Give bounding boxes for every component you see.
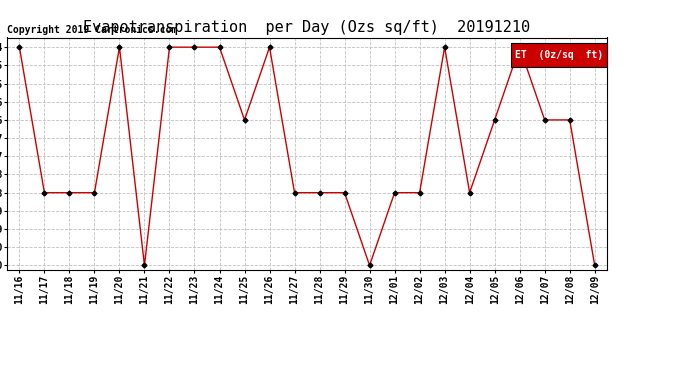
Text: ET  (0z/sq  ft): ET (0z/sq ft) (515, 50, 603, 60)
Title: Evapotranspiration  per Day (Ozs sq/ft)  20191210: Evapotranspiration per Day (Ozs sq/ft) 2… (83, 20, 531, 35)
FancyBboxPatch shape (511, 44, 607, 67)
Text: Copyright 2019 Cartronics.com: Copyright 2019 Cartronics.com (7, 25, 177, 35)
